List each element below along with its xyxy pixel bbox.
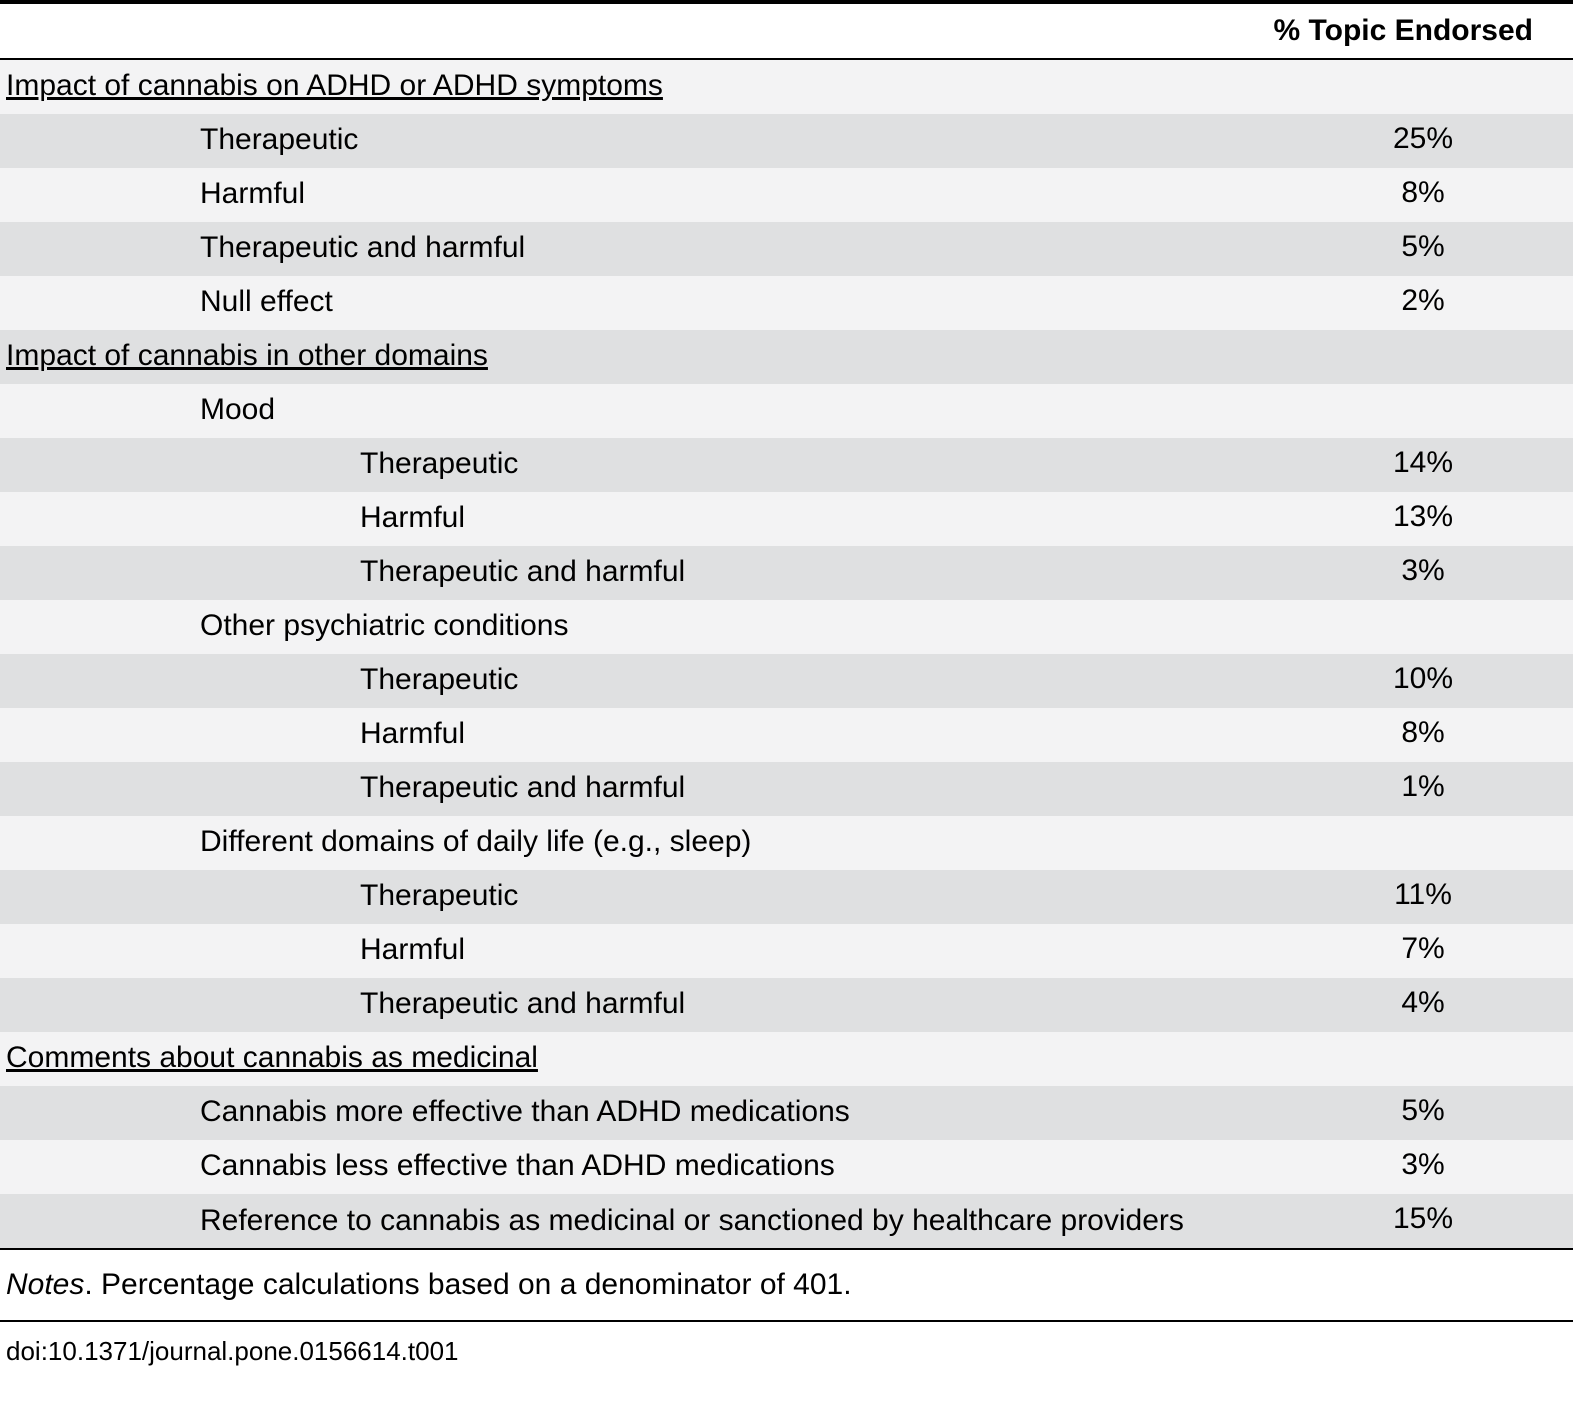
table-container: % Topic EndorsedImpact of cannabis on AD… [0,0,1573,1377]
table-row-label: Therapeutic [0,870,1273,924]
table-cell-value [1273,816,1573,870]
table-cell-value: 11% [1273,870,1573,924]
table-row-label: Therapeutic [0,654,1273,708]
table-row-label: Therapeutic and harmful [0,978,1273,1032]
table-row-label: Harmful [0,168,1273,222]
header-spacer [0,4,1273,59]
table-cell-value [1273,330,1573,384]
table-cell-value: 25% [1273,114,1573,168]
table-row-label: Null effect [0,276,1273,330]
table-row-label: Therapeutic and harmful [0,222,1273,276]
table-row-label: Cannabis less effective than ADHD medica… [0,1140,1273,1194]
section-title: Comments about cannabis as medicinal [0,1032,1273,1086]
group-label: Mood [0,384,1273,438]
table-cell-value: 13% [1273,492,1573,546]
group-label: Other psychiatric conditions [0,600,1273,654]
table-cell-value: 7% [1273,924,1573,978]
table-row-label: Reference to cannabis as medicinal or sa… [0,1194,1273,1249]
table-cell-value: 3% [1273,546,1573,600]
table-cell-value: 4% [1273,978,1573,1032]
table-row-label: Cannabis more effective than ADHD medica… [0,1086,1273,1140]
table-cell-value: 8% [1273,708,1573,762]
table-row-label: Harmful [0,492,1273,546]
table-cell-value: 14% [1273,438,1573,492]
table-cell-value: 2% [1273,276,1573,330]
table-cell-value: 15% [1273,1194,1573,1249]
column-header-value: % Topic Endorsed [1273,4,1573,59]
table-row-label: Therapeutic and harmful [0,762,1273,816]
table-cell-value: 3% [1273,1140,1573,1194]
table-cell-value: 5% [1273,222,1573,276]
table-row-label: Therapeutic [0,438,1273,492]
table-cell-value [1273,1032,1573,1086]
doi-text: doi:10.1371/journal.pone.0156614.t001 [0,1322,1573,1377]
table-row-label: Therapeutic and harmful [0,546,1273,600]
table-row-label: Harmful [0,924,1273,978]
table-cell-value: 10% [1273,654,1573,708]
table-cell-value: 5% [1273,1086,1573,1140]
table-row-label: Harmful [0,708,1273,762]
section-title: Impact of cannabis on ADHD or ADHD sympt… [0,60,1273,114]
table-notes: Notes. Percentage calculations based on … [0,1250,1573,1321]
table-cell-value [1273,60,1573,114]
table-cell-value: 1% [1273,762,1573,816]
section-title: Impact of cannabis in other domains [0,330,1273,384]
table-cell-value: 8% [1273,168,1573,222]
group-label: Different domains of daily life (e.g., s… [0,816,1273,870]
table-cell-value [1273,600,1573,654]
table-cell-value [1273,384,1573,438]
table-row-label: Therapeutic [0,114,1273,168]
data-table: % Topic EndorsedImpact of cannabis on AD… [0,0,1573,1377]
